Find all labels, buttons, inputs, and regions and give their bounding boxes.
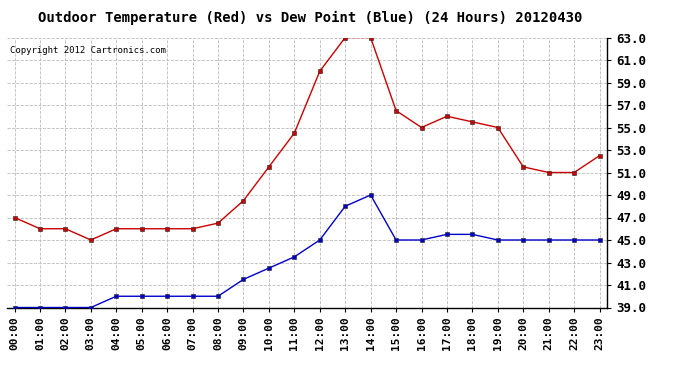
Text: Outdoor Temperature (Red) vs Dew Point (Blue) (24 Hours) 20120430: Outdoor Temperature (Red) vs Dew Point (… xyxy=(39,11,582,26)
Text: Copyright 2012 Cartronics.com: Copyright 2012 Cartronics.com xyxy=(10,46,166,55)
